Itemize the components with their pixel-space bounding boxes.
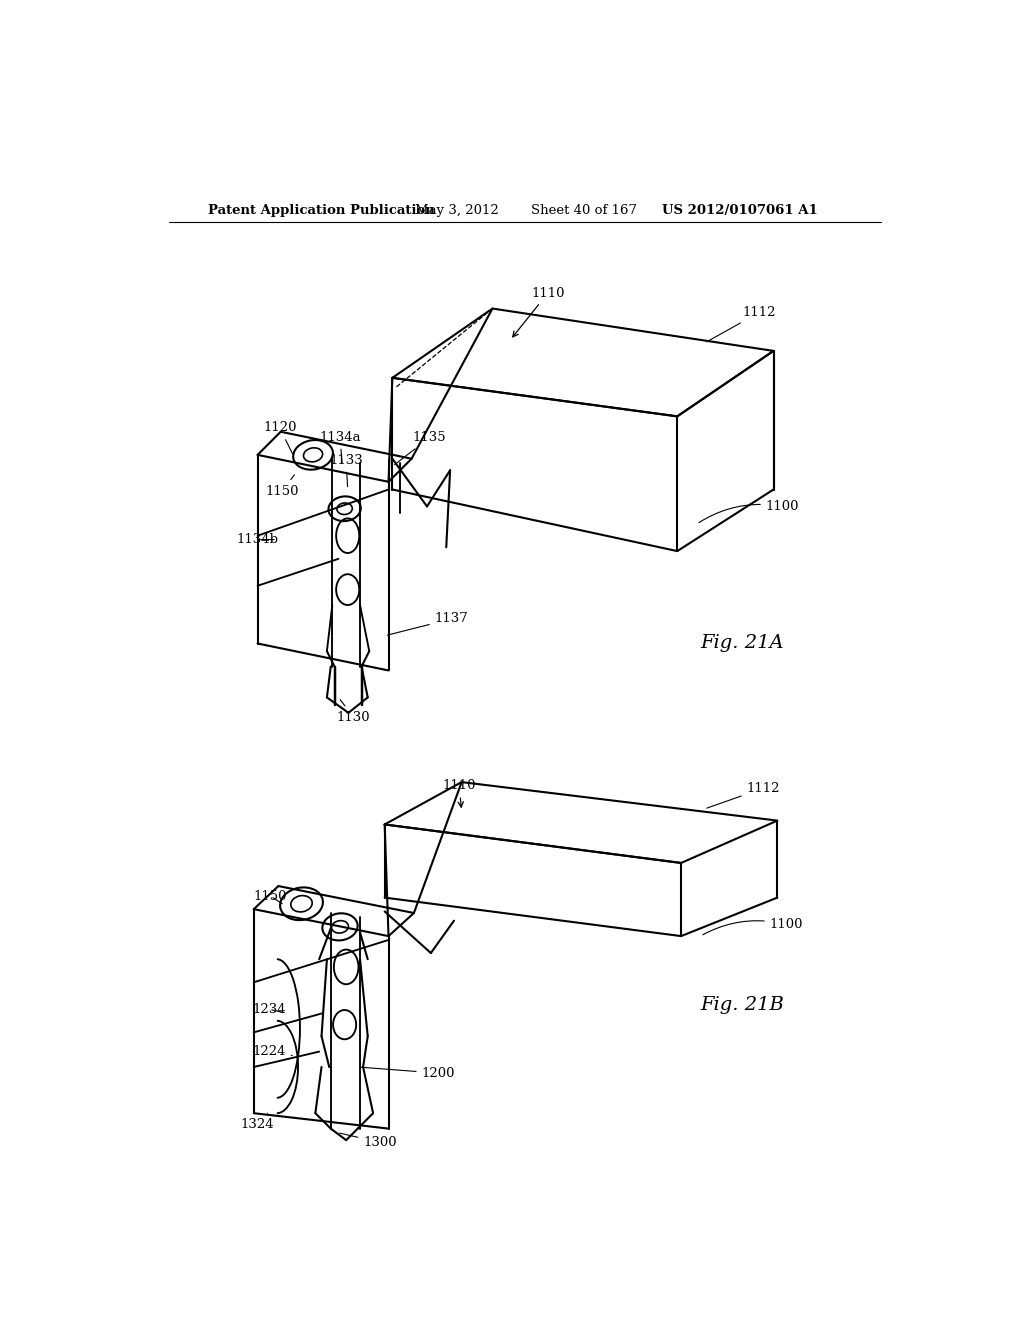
Text: 1133: 1133: [330, 454, 362, 487]
Text: Patent Application Publication: Patent Application Publication: [208, 205, 434, 218]
Text: 1150: 1150: [254, 890, 288, 904]
Text: 1100: 1100: [698, 500, 800, 523]
Text: 1130: 1130: [337, 700, 371, 723]
Text: 1224: 1224: [252, 1045, 292, 1059]
Text: Fig. 21A: Fig. 21A: [700, 635, 784, 652]
Text: 1120: 1120: [263, 421, 297, 454]
Text: 1234: 1234: [252, 1003, 286, 1016]
Text: 1150: 1150: [265, 475, 299, 498]
Text: 1110: 1110: [442, 779, 476, 808]
Text: 1137: 1137: [387, 612, 468, 635]
Text: 1134b: 1134b: [237, 533, 279, 546]
Text: Fig. 21B: Fig. 21B: [700, 997, 784, 1014]
Text: 1112: 1112: [707, 306, 776, 342]
Text: May 3, 2012: May 3, 2012: [416, 205, 500, 218]
Text: 1324: 1324: [241, 1113, 274, 1131]
Text: 1300: 1300: [340, 1133, 396, 1148]
Text: 1110: 1110: [513, 286, 564, 337]
Text: US 2012/0107061 A1: US 2012/0107061 A1: [662, 205, 817, 218]
Text: 1200: 1200: [360, 1067, 455, 1080]
Text: 1134a: 1134a: [319, 430, 360, 463]
Text: 1112: 1112: [707, 781, 780, 808]
Text: 1135: 1135: [394, 432, 446, 465]
Text: 1100: 1100: [702, 917, 803, 935]
Text: Sheet 40 of 167: Sheet 40 of 167: [531, 205, 637, 218]
